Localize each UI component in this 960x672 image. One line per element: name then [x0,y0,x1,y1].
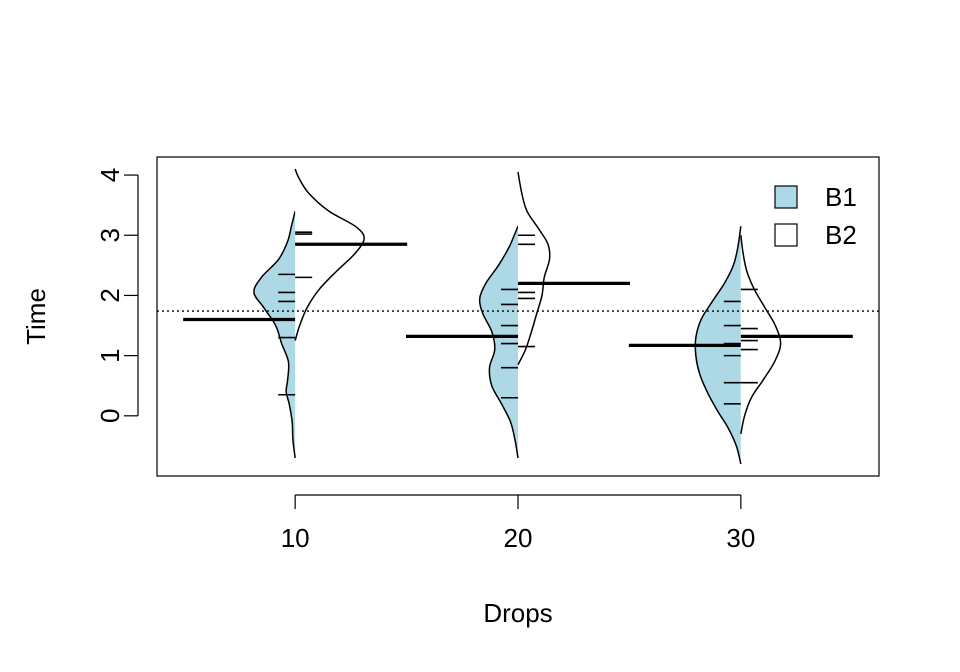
y-tick-label: 2 [95,288,125,302]
y-axis: 0 1 2 3 4 [95,168,139,423]
legend-swatch-B2 [774,223,798,247]
y-tick-label: 1 [95,348,125,362]
bean-outline-B2-30 [740,235,782,435]
beans-layer [183,168,853,465]
bean-fill-B2-20 [518,172,550,365]
y-axis-label: Time [21,288,51,345]
bean-fill-B1-20 [479,226,518,458]
bean-outline-B2-20 [517,171,551,365]
x-tick-label: 20 [504,523,533,553]
bean-B1-30 [628,226,742,465]
plot-frame [156,156,880,477]
y-tick-label: 3 [95,228,125,242]
legend-label-B1: B1 [825,182,857,212]
bean-B1-10 [183,210,296,459]
bean-outline-B1-20 [478,225,519,459]
bean-fill-B2-30 [740,235,781,434]
bean-B1-20 [406,225,519,459]
x-tick-label: 30 [726,523,755,553]
bean-B2-20 [517,171,630,365]
y-tick-label: 0 [95,409,125,423]
x-tick-label: 10 [281,523,310,553]
bean-outline-B1-10 [253,210,296,459]
bean-B2-10 [294,168,408,341]
bean-B2-30 [740,235,853,435]
x-axis-label: Drops [483,598,552,628]
y-tick-label: 4 [95,168,125,182]
legend-label-B2: B2 [825,220,857,250]
bean-fill-B1-10 [253,211,296,458]
x-axis: 10 20 30 [281,494,755,553]
legend-swatch-B1 [774,185,798,209]
